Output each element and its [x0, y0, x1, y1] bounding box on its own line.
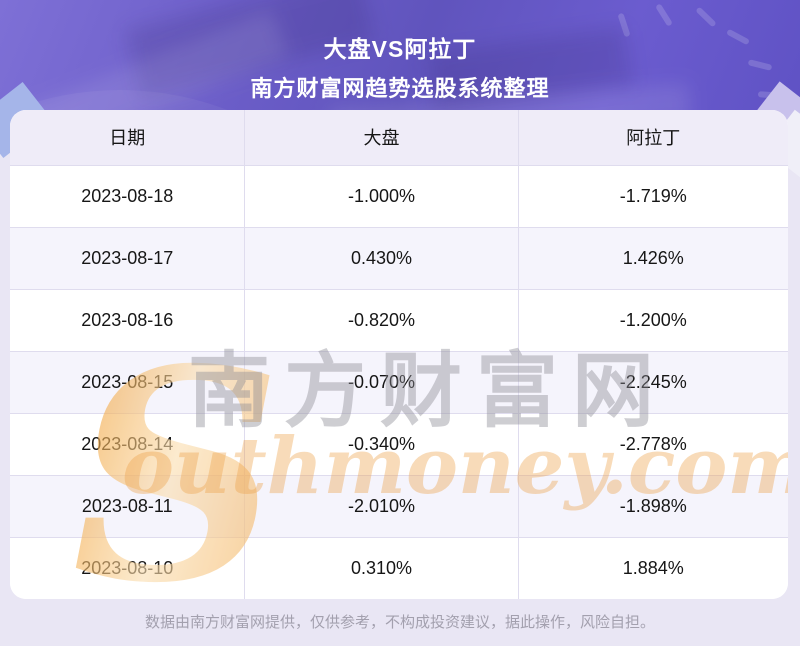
table-row: 2023-08-11 -2.010% -1.898%	[10, 475, 788, 538]
table-row: 2023-08-10 0.310% 1.884%	[10, 537, 788, 599]
aladdin-value-cell: -2.778%	[518, 413, 788, 476]
data-table-card: 日期 大盘 阿拉丁 2023-08-18 -1.000% -1.719% 202…	[10, 110, 788, 599]
table-row: 2023-08-14 -0.340% -2.778%	[10, 413, 788, 476]
header-cell-market: 大盘	[244, 110, 519, 166]
banner-titles: 大盘VS阿拉丁 南方财富网趋势选股系统整理	[0, 0, 800, 103]
market-value-cell: -0.340%	[244, 413, 519, 476]
data-table: 日期 大盘 阿拉丁 2023-08-18 -1.000% -1.719% 202…	[10, 110, 788, 599]
table-row: 2023-08-17 0.430% 1.426%	[10, 227, 788, 290]
table-row: 2023-08-18 -1.000% -1.719%	[10, 165, 788, 228]
market-value-cell: -0.070%	[244, 351, 519, 414]
aladdin-value-cell: 1.426%	[518, 227, 788, 290]
footer-disclaimer: 数据由南方财富网提供，仅供参考，不构成投资建议，据此操作，风险自担。	[144, 614, 655, 631]
market-value-cell: -0.820%	[244, 289, 519, 352]
aladdin-value-cell: -1.898%	[518, 475, 788, 538]
market-value-cell: 0.430%	[244, 227, 519, 290]
aladdin-value-cell: 1.884%	[518, 537, 788, 599]
table-header-row: 日期 大盘 阿拉丁	[10, 110, 788, 166]
date-cell: 2023-08-15	[10, 351, 246, 414]
market-value-cell: 0.310%	[244, 537, 519, 599]
header-cell-aladdin: 阿拉丁	[518, 110, 788, 166]
header-cell-date: 日期	[10, 110, 246, 166]
aladdin-value-cell: -2.245%	[518, 351, 788, 414]
market-value-cell: -1.000%	[244, 165, 519, 228]
page-subtitle: 南方财富网趋势选股系统整理	[250, 76, 550, 101]
date-cell: 2023-08-18	[10, 165, 246, 228]
table-row: 2023-08-15 -0.070% -2.245%	[10, 351, 788, 414]
date-cell: 2023-08-14	[10, 413, 246, 476]
aladdin-value-cell: -1.719%	[518, 165, 788, 228]
date-cell: 2023-08-17	[10, 227, 246, 290]
page-title: 大盘VS阿拉丁	[323, 36, 477, 62]
date-cell: 2023-08-10	[10, 537, 246, 599]
banner: F 大盘VS阿拉丁 南方财富网趋势选股系统整理	[0, 0, 800, 118]
aladdin-value-cell: -1.200%	[518, 289, 788, 352]
date-cell: 2023-08-16	[10, 289, 246, 352]
table-row: 2023-08-16 -0.820% -1.200%	[10, 289, 788, 352]
market-value-cell: -2.010%	[244, 475, 519, 538]
date-cell: 2023-08-11	[10, 475, 246, 538]
